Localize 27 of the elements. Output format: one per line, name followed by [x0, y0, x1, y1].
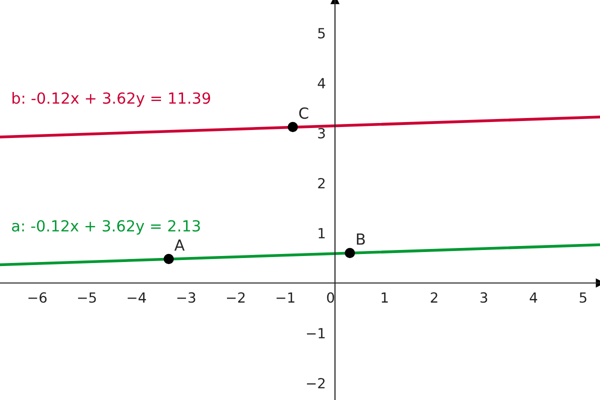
x-tick-label: −2: [226, 292, 245, 303]
x-tick-label: 4: [530, 292, 538, 303]
x-tick-label: 1: [382, 292, 388, 303]
x-tick-label: −5: [78, 292, 96, 303]
x-tick-label: 3: [480, 292, 488, 303]
y-tick-label: 1: [318, 228, 325, 238]
y-tick-label: 4: [318, 78, 326, 88]
point: [164, 254, 174, 264]
series-label: b: -0.12x + 3.62y = 11.39: [12, 92, 210, 107]
x-tick-label: −4: [128, 292, 146, 303]
y-tick-label: 3: [318, 128, 325, 138]
annotation: A: [174, 240, 185, 251]
x-tick-label: 5: [580, 292, 586, 303]
y-tick-label: 5: [318, 28, 325, 38]
point: [288, 122, 298, 132]
annotation: C: [299, 107, 308, 119]
y-tick-label: −2: [306, 378, 325, 388]
y-tick-label: 2: [318, 178, 325, 188]
annotation: B: [356, 234, 365, 245]
x-tick-label: −3: [177, 292, 196, 303]
x-tick-label: 0: [327, 292, 334, 303]
x-tick-label: −6: [28, 292, 47, 303]
y-tick-label: −1: [306, 328, 325, 338]
point: [344, 248, 355, 258]
x-tick-label: −1: [276, 292, 294, 303]
series-label: a: -0.12x + 3.62y = 2.13: [12, 220, 200, 235]
x-tick-label: 2: [430, 292, 438, 303]
